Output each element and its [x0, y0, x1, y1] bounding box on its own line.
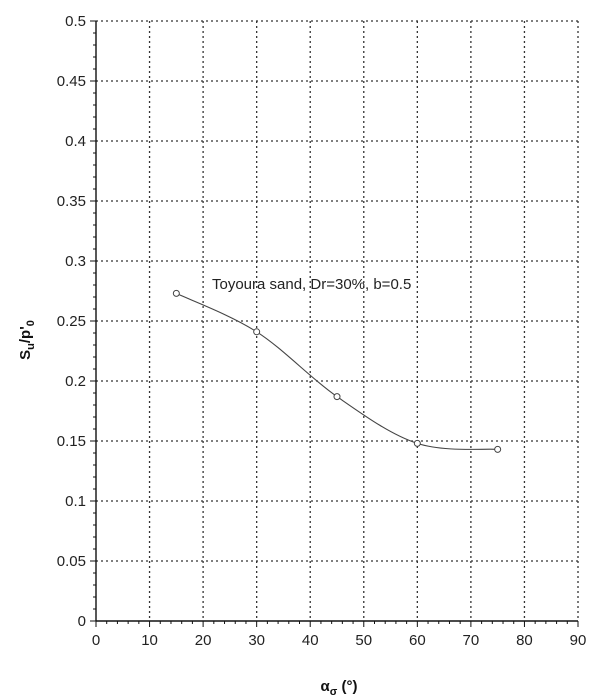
y-tick-label-0.4: 0.4: [65, 133, 86, 150]
chart-annotation: Toyoura sand, Dr=30%, b=0.5: [212, 276, 411, 293]
x-tick-label-80: 80: [516, 632, 533, 649]
x-tick-label-60: 60: [409, 632, 426, 649]
grid: [96, 20, 579, 621]
x-tick-label-90: 90: [570, 632, 587, 649]
x-tick-label-20: 20: [195, 632, 212, 649]
y-tick-label-0.35: 0.35: [57, 193, 86, 210]
series-0-point-4: [494, 445, 502, 453]
x-axis-title: ασ (°): [321, 678, 358, 698]
y-tick-label-0.5: 0.5: [65, 13, 86, 30]
y-tick-label-0.05: 0.05: [57, 553, 86, 570]
x-tick-label-50: 50: [355, 632, 372, 649]
series-0-point-1: [253, 328, 261, 336]
x-axis-ticks: 0 10 20 30 40 50 60 70 80 90: [92, 621, 587, 649]
x-tick-label-40: 40: [302, 632, 319, 649]
x-tick-label-0: 0: [92, 632, 100, 649]
y-tick-label-0.2: 0.2: [65, 373, 86, 390]
y-tick-label-0.3: 0.3: [65, 253, 86, 270]
x-tick-label-70: 70: [463, 632, 480, 649]
series-layer: [172, 289, 502, 453]
y-tick-label-0: 0: [78, 613, 86, 630]
y-axis-title: Su/p'0: [17, 320, 37, 360]
x-tick-label-10: 10: [141, 632, 158, 649]
y-tick-label-0.15: 0.15: [57, 433, 86, 450]
y-axis-ticks: 0 0.05 0.1 0.15 0.2 0.25 0.3 0.35 0.4 0.45 0.5: [57, 13, 96, 630]
y-tick-label-0.25: 0.25: [57, 313, 86, 330]
y-tick-label-0.1: 0.1: [65, 493, 86, 510]
x-tick-label-30: 30: [248, 632, 265, 649]
series-0-line: [176, 292, 498, 450]
series-0-point-3: [413, 439, 421, 447]
series-0-point-2: [333, 393, 341, 401]
y-tick-label-0.45: 0.45: [57, 73, 86, 90]
series-0-point-0: [172, 289, 180, 297]
